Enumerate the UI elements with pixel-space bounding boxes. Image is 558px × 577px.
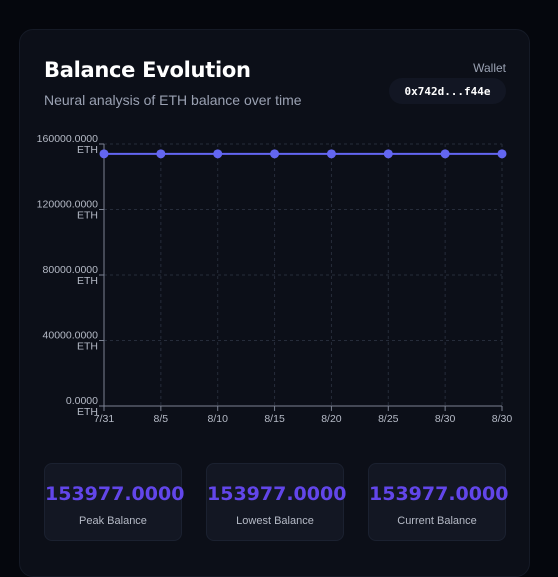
y-tick-label: 40000.0000 ETH <box>43 330 99 353</box>
balance-chart: 0.0000 ETH 40000.0000 ETH 80000.0000 ETH 12000… <box>37 133 513 425</box>
data-point <box>213 149 223 159</box>
page-subtitle: Neural analysis of ETH balance over time <box>44 92 302 108</box>
lowest-balance-card: 153977.0000 Lowest Balance <box>206 463 347 541</box>
y-tick-label: 120000.0000 ETH <box>37 199 98 222</box>
peak-balance-value: 153977.0000 <box>45 483 185 505</box>
peak-balance-label: Peak Balance <box>79 515 147 527</box>
lowest-balance-label: Lowest Balance <box>236 515 314 527</box>
peak-balance-card: 153977.0000 Peak Balance <box>44 463 185 541</box>
data-point <box>99 149 109 159</box>
x-tick-label: 8/20 <box>321 413 342 425</box>
wallet-label: Wallet <box>473 61 506 75</box>
x-tick-label: 8/25 <box>378 413 399 425</box>
x-tick-label: 8/30 <box>435 413 456 425</box>
x-tick-label: 8/5 <box>154 413 169 425</box>
data-point <box>326 149 336 159</box>
wallet-address-badge[interactable]: 0x742d...f44e <box>389 78 506 104</box>
y-tick-label: 80000.0000 ETH <box>43 264 99 287</box>
data-point <box>497 149 507 159</box>
data-point <box>383 149 393 159</box>
current-balance-card: 153977.0000 Current Balance <box>368 463 509 541</box>
y-tick-label: 160000.0000 ETH <box>37 133 98 156</box>
x-tick-label: 8/10 <box>207 413 228 425</box>
current-balance-label: Current Balance <box>397 515 477 527</box>
lowest-balance-value: 153977.0000 <box>207 483 347 505</box>
x-tick-label: 8/15 <box>264 413 285 425</box>
data-point <box>270 149 280 159</box>
data-point <box>440 149 450 159</box>
current-balance-value: 153977.0000 <box>369 483 509 505</box>
page-title: Balance Evolution <box>44 58 251 82</box>
balance-evolution-card: Balance Evolution Neural analysis of ETH… <box>19 29 530 577</box>
data-point <box>156 149 166 159</box>
y-tick-label: 0.0000 ETH <box>66 395 98 418</box>
x-tick-label: 7/31 <box>94 413 115 425</box>
x-tick-label: 8/30 <box>492 413 513 425</box>
